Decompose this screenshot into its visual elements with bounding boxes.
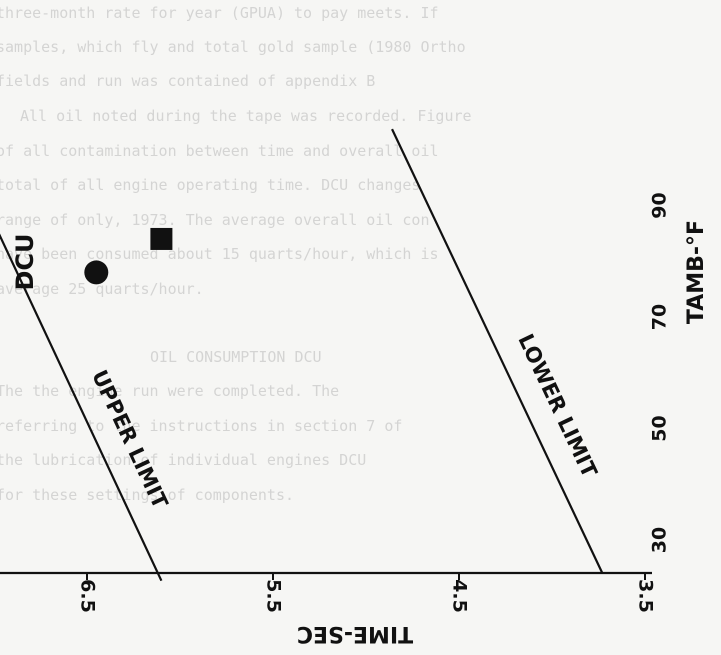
temperature-tick-label: 90 (649, 192, 671, 218)
background-text-line: for these settings of components. (0, 486, 294, 504)
time-tick-label: 3.5 (635, 579, 657, 613)
background-text-line: the lubrication of individual engines DC… (0, 451, 366, 469)
background-text-line: total of all engine operating time. DCU … (0, 176, 420, 194)
upper-limit-line (0, 233, 163, 582)
temperature-tick-label: 30 (649, 527, 671, 553)
data-point-circle (84, 260, 109, 285)
background-text-line: OIL CONSUMPTION DCU (150, 348, 322, 366)
points-group (84, 227, 173, 285)
temperature-axis-title: TAMB-°F (684, 220, 709, 324)
dcu-label: DCU (11, 233, 39, 290)
lower-limit-line (391, 128, 604, 574)
background-text-line: samples, which fly and total gold sample… (0, 38, 466, 56)
temperature-tick-label: 70 (649, 304, 671, 330)
background-text-line: All oil noted during the tape was record… (20, 107, 472, 125)
data-point-square (150, 227, 173, 250)
time-axis-title: TIME-SEC (297, 621, 413, 646)
time-axis-ticks: 7.56.55.54.53.5 (77, 573, 657, 613)
temperature-tick-label: 50 (649, 415, 671, 441)
background-text-line: referring to the instructions in section… (0, 417, 402, 435)
lower-limit-label: LOWER LIMIT (513, 330, 602, 482)
background-text-line: three-month rate for year (GPUA) to pay … (0, 4, 439, 22)
time-tick-label: 6.5 (77, 579, 99, 613)
temperature-axis-ticks: 30 50 70 90 (649, 192, 671, 553)
background-text-line: have been consumed about 15 quarts/hour,… (0, 245, 439, 263)
background-text-line: of all contamination between time and ov… (0, 142, 439, 160)
background-text-line: The the engine run were completed. The (0, 382, 339, 400)
time-tick-label: 5.5 (263, 579, 285, 613)
time-tick-label: 4.5 (449, 579, 471, 613)
background-text-block: three-month rate for year (GPUA) to pay … (0, 4, 472, 504)
background-text-line: fields and run was contained of appendix… (0, 72, 375, 90)
background-text-line: average 25 quarts/hour. (0, 280, 204, 298)
background-text-line: range of only, 1973. The average overall… (0, 211, 429, 229)
